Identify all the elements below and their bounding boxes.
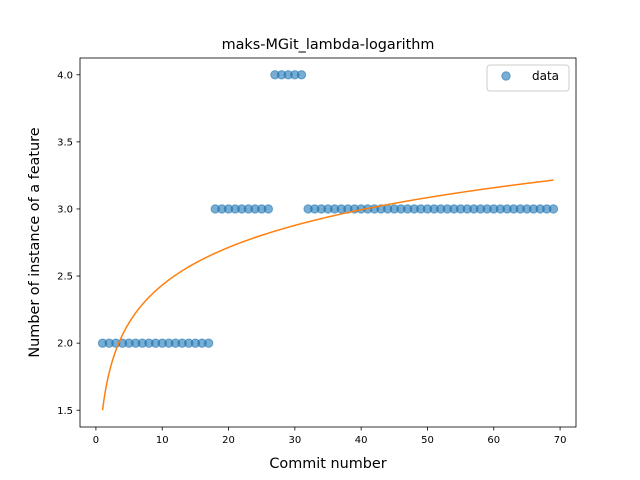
x-tick-label: 30 bbox=[288, 435, 301, 446]
x-tick-label: 20 bbox=[222, 435, 235, 446]
axes: 0 10 20 30 40 50 60 70 1.5 2.0 2.5 3.0 3.5 4.0 bbox=[57, 57, 577, 446]
x-axis-label: Commit number bbox=[269, 456, 386, 472]
y-tick-label: 2.0 bbox=[57, 339, 73, 350]
y-tick-label: 3.0 bbox=[57, 205, 73, 216]
plot-area bbox=[97, 70, 559, 411]
data-point bbox=[548, 204, 559, 214]
y-tick-label: 2.5 bbox=[57, 272, 73, 283]
data-point bbox=[296, 70, 307, 80]
legend-box bbox=[486, 64, 570, 92]
data-point bbox=[203, 338, 214, 348]
data-point bbox=[263, 204, 274, 214]
chart-title: maks-MGit_lambda-logarithm bbox=[222, 37, 435, 53]
y-tick-label: 3.5 bbox=[57, 137, 73, 148]
y-axis-label: Number of instance of a feature bbox=[27, 127, 43, 357]
y-tick-label: 1.5 bbox=[57, 406, 73, 417]
y-tick-label: 4.0 bbox=[57, 70, 73, 81]
fit-line bbox=[101, 179, 554, 411]
x-tick-label: 0 bbox=[93, 435, 99, 446]
axes-frame bbox=[79, 57, 577, 428]
x-tick-label: 50 bbox=[421, 435, 434, 446]
x-tick-label: 40 bbox=[355, 435, 368, 446]
legend-label: data bbox=[532, 69, 559, 83]
x-tick-label: 70 bbox=[554, 435, 567, 446]
legend-marker bbox=[501, 71, 511, 81]
x-tick-label: 10 bbox=[156, 435, 169, 446]
x-tick-label: 60 bbox=[487, 435, 500, 446]
legend: data bbox=[486, 64, 570, 92]
